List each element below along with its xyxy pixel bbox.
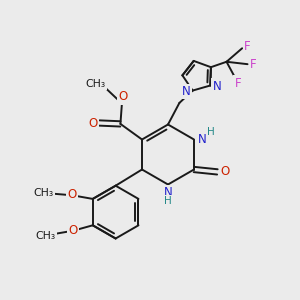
Text: CH₃: CH₃ (35, 231, 56, 241)
Text: CH₃: CH₃ (86, 79, 106, 89)
Text: F: F (235, 77, 241, 90)
Text: O: O (69, 224, 78, 237)
Text: O: O (88, 116, 98, 130)
Text: F: F (250, 58, 256, 71)
Text: N: N (197, 133, 206, 146)
Text: N: N (212, 80, 221, 93)
Text: CH₃: CH₃ (33, 188, 53, 198)
Text: N: N (182, 85, 190, 98)
Text: H: H (164, 196, 172, 206)
Text: F: F (244, 40, 250, 53)
Text: O: O (220, 165, 229, 178)
Text: H: H (207, 127, 215, 137)
Text: O: O (68, 188, 77, 202)
Text: N: N (164, 186, 172, 200)
Text: O: O (118, 90, 128, 104)
